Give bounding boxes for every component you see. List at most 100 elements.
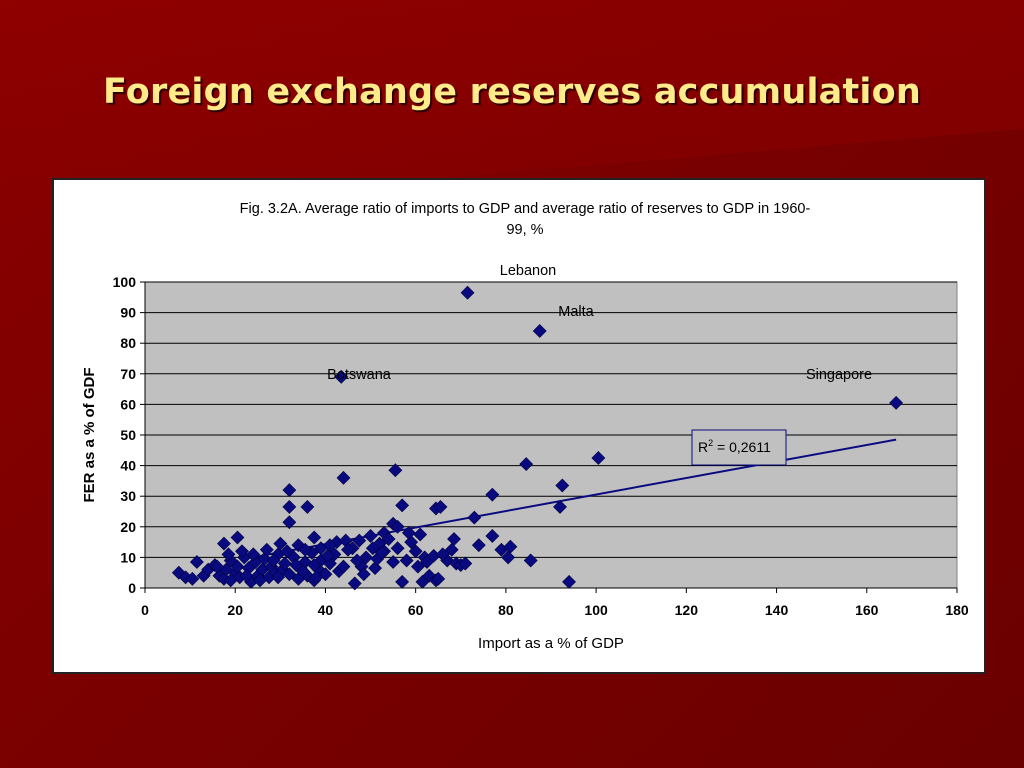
data-point (374, 545, 389, 560)
y-tick-label: 60 (120, 396, 136, 412)
r2-value: = 0,2611 (713, 439, 771, 455)
data-point (431, 571, 446, 586)
data-point (246, 547, 261, 562)
data-point (363, 529, 378, 543)
data-point (501, 550, 516, 565)
data-point (277, 556, 292, 571)
data-point (356, 567, 371, 582)
r2-prefix: R (698, 439, 708, 455)
data-point (395, 498, 410, 513)
x-tick-label: 140 (765, 602, 789, 618)
data-point (503, 539, 518, 554)
annotation-singapore: Singapore (806, 367, 872, 383)
data-point (271, 570, 286, 585)
r2-sup: 2 (708, 438, 713, 448)
data-point (410, 559, 425, 574)
data-points (171, 285, 904, 591)
data-point (295, 564, 310, 579)
x-tick-label: 120 (675, 602, 699, 618)
data-point (282, 515, 297, 530)
data-point (341, 542, 355, 557)
data-point (390, 519, 405, 534)
data-point (309, 570, 324, 585)
data-point (408, 544, 423, 559)
data-point (320, 548, 335, 563)
r2-label: R2 = 0,2611 (698, 438, 771, 455)
y-tick-label: 90 (120, 305, 136, 321)
y-tick-label: 50 (120, 427, 136, 443)
data-point (381, 532, 396, 546)
chart-title-line1: Fig. 3.2A. Average ratio of imports to G… (240, 201, 811, 217)
data-point (401, 525, 416, 540)
data-point (388, 463, 403, 478)
data-point (298, 542, 313, 557)
data-point (368, 561, 382, 576)
slide-title: Foreign exchange reserves accumulation (103, 72, 921, 112)
data-point (259, 542, 274, 557)
x-tick-label: 40 (318, 602, 334, 618)
data-point (395, 574, 410, 589)
data-point (189, 555, 204, 569)
annotation-malta: Malta (558, 304, 594, 320)
data-point (185, 571, 200, 586)
trendline (244, 438, 897, 560)
data-point (420, 555, 434, 569)
y-tick-label: 20 (120, 519, 136, 535)
y-tick-label: 100 (113, 274, 137, 290)
data-point (239, 568, 254, 583)
data-point (282, 567, 297, 582)
data-point (404, 535, 419, 550)
data-point (336, 559, 351, 574)
x-tick-label: 0 (141, 602, 149, 618)
data-point (386, 555, 401, 569)
data-point (523, 553, 538, 568)
y-tick-label: 30 (120, 488, 136, 504)
data-point (365, 541, 380, 556)
data-point (334, 369, 349, 384)
data-point (390, 541, 405, 556)
data-point (889, 395, 904, 410)
data-point (350, 553, 364, 568)
data-point (555, 478, 570, 493)
annotation-lebanon: Lebanon (500, 263, 556, 279)
data-point (485, 487, 500, 502)
y-tick-label: 80 (120, 335, 136, 351)
data-point (307, 558, 322, 572)
scatter-chart: Fig. 3.2A. Average ratio of imports to G… (81, 201, 969, 652)
y-tick-label: 40 (120, 458, 136, 474)
annotation-botswana: Botswana (327, 367, 392, 383)
data-point (467, 510, 482, 525)
x-tick-label: 100 (584, 602, 608, 618)
data-point (399, 553, 414, 568)
y-tick-label: 70 (120, 366, 136, 382)
x-tick-label: 60 (408, 602, 424, 618)
y-axis-label: FER as a % of GDF (81, 367, 98, 502)
x-tick-label: 80 (498, 602, 514, 618)
data-point (458, 556, 473, 571)
data-point (532, 324, 547, 338)
data-point (210, 559, 225, 574)
data-point (471, 538, 486, 553)
data-point (591, 451, 606, 465)
data-point (413, 527, 428, 542)
data-point (282, 483, 297, 498)
data-point (223, 573, 238, 588)
data-point (352, 533, 367, 548)
y-tick-label: 10 (120, 549, 136, 565)
x-tick-label: 180 (945, 602, 969, 618)
data-point (562, 574, 576, 589)
chart-title-line2: 99, % (506, 222, 543, 238)
data-point (230, 530, 245, 545)
data-point (253, 573, 267, 588)
x-axis-ticks: 0 20 40 60 80 100 120 140 160 180 (141, 588, 969, 618)
data-point (444, 542, 459, 557)
gridlines (145, 281, 957, 558)
y-axis-ticks: 0 10 20 30 40 50 60 70 80 90 100 (113, 274, 145, 596)
data-point (519, 457, 534, 471)
data-point (257, 552, 272, 566)
data-point (235, 544, 249, 559)
data-point (221, 547, 236, 562)
y-tick-label: 0 (128, 580, 136, 596)
data-point (336, 470, 351, 485)
chart-panel: Fig. 3.2A. Average ratio of imports to G… (52, 178, 986, 674)
